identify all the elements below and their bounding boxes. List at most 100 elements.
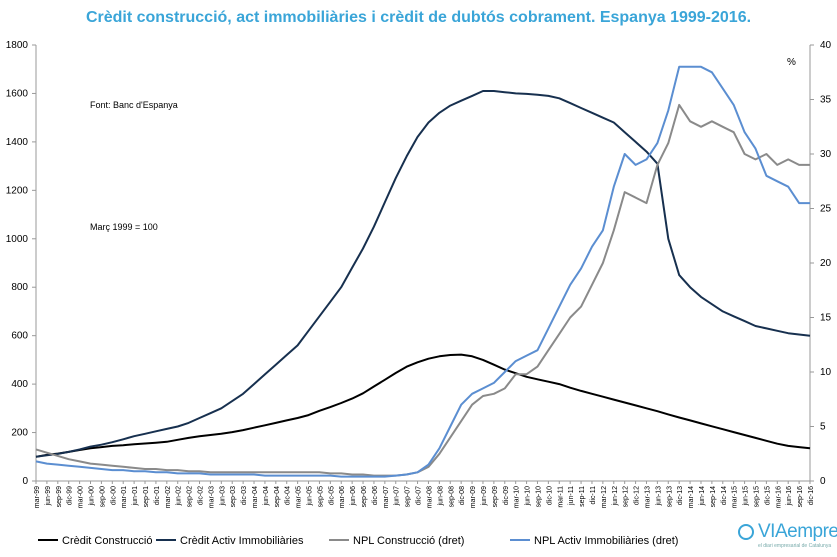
chart-title: Crèdit construcció, act immobiliàries i … [85, 9, 752, 26]
x-tick-label: mar-04 [252, 486, 259, 508]
annotation-source: Font: Banc d'Espanya [90, 100, 178, 110]
x-tick-label: jun-13 [655, 486, 662, 507]
x-tick-label: sep-06 [361, 486, 368, 508]
y-left-tick-label: 600 [11, 331, 28, 342]
x-tick-label: jun-02 [176, 486, 183, 507]
x-tick-label: jun-05 [307, 486, 314, 507]
y-right-tick-label: 40 [820, 40, 832, 51]
x-tick-label: dic-14 [721, 486, 728, 505]
x-tick-label: dic-99 [67, 486, 74, 505]
x-tick-label: sep-16 [797, 486, 804, 508]
series-line-2 [35, 90, 811, 458]
y-right-tick-label: 25 [820, 204, 832, 215]
x-tick-label: jun-00 [89, 486, 96, 507]
x-tick-label: mar-99 [34, 486, 41, 508]
legend-label-2: Crèdit Activ Immobiliàries [180, 535, 304, 547]
annotation-base: Març 1999 = 100 [90, 222, 158, 232]
x-tick-label: dic-10 [546, 486, 553, 505]
y-left-tick-label: 1400 [6, 137, 29, 148]
x-tick-label: sep-10 [535, 486, 542, 508]
lightbulb-icon [738, 524, 754, 540]
x-tick-label: jun-10 [525, 486, 532, 507]
x-tick-label: jun-15 [743, 486, 750, 507]
y-right-tick-label: 10 [820, 367, 832, 378]
legend-label-1: Crèdit Construcció [62, 535, 152, 547]
x-tick-label: mar-10 [514, 486, 521, 508]
x-tick-label: mar-05 [296, 486, 303, 508]
legend-label-3: NPL Construcció (dret) [353, 535, 464, 547]
x-tick-label: jun-03 [219, 486, 226, 507]
y-right-tick-label: 30 [820, 149, 832, 160]
x-tick-label: dic-07 [416, 486, 423, 505]
x-tick-label: mar-08 [426, 486, 433, 508]
x-tick-label: jun-12 [612, 486, 619, 507]
y-right-tick-label: 0 [820, 476, 826, 487]
x-tick-label: dic-12 [634, 486, 641, 505]
logo-tagline: el diari empresarial de Catalunya [758, 543, 832, 549]
y-left-tick-label: 1600 [6, 88, 29, 99]
x-tick-label: sep-99 [56, 486, 63, 508]
x-tick-label: jun-09 [481, 486, 488, 507]
x-tick-label: jun-01 [132, 486, 139, 507]
y-left-tick-label: 200 [11, 428, 28, 439]
x-tick-label: sep-01 [143, 486, 150, 508]
x-tick-label: sep-00 [99, 486, 106, 508]
x-tick-label: sep-15 [753, 486, 760, 508]
x-tick-label: mar-03 [208, 486, 215, 508]
x-tick-label: mar-15 [732, 486, 739, 508]
x-tick-label: sep-12 [623, 486, 630, 508]
logo-wordmark: VIAempresa [758, 521, 837, 543]
x-tick-label: sep-03 [230, 486, 237, 508]
logo-wordmark-bold: empresa [787, 521, 837, 542]
x-tick-label: dic-00 [110, 486, 117, 505]
x-tick-label: dic-15 [764, 486, 771, 505]
x-tick-label: dic-08 [459, 486, 466, 505]
x-tick-label: mar-12 [601, 486, 608, 508]
x-tick-label: mar-14 [688, 486, 695, 508]
x-tick-label: sep-02 [187, 486, 194, 508]
x-tick-label: jun-08 [437, 486, 444, 507]
x-tick-label: dic-09 [503, 486, 510, 505]
y-right-tick-label: 5 [820, 422, 826, 433]
x-tick-label: jun-11 [568, 486, 575, 506]
x-tick-label: dic-11 [590, 486, 597, 505]
y-left-tick-label: 1000 [6, 234, 29, 245]
x-tick-label: mar-16 [775, 486, 782, 508]
x-tick-label: sep-11 [579, 486, 586, 507]
x-tick-label: mar-00 [78, 486, 85, 508]
y-left-tick-label: 800 [11, 282, 28, 293]
y-left-tick-label: 1200 [6, 185, 29, 196]
x-tick-label: dic-13 [677, 486, 684, 505]
series-line-1 [35, 353, 811, 458]
y-right-tick-label: 35 [820, 95, 832, 106]
x-tick-label: mar-02 [165, 486, 172, 508]
y-right-tick-label: 15 [820, 313, 832, 324]
legend-label-4: NPL Activ Immobiliàries (dret) [534, 535, 678, 547]
y-left-tick-label: 0 [22, 476, 28, 487]
x-tick-label: mar-11 [557, 486, 564, 508]
y-right-tick-label: 20 [820, 258, 832, 269]
series-line-4 [35, 65, 810, 478]
x-tick-label: sep-13 [666, 486, 673, 508]
y-left-tick-label: 1800 [6, 40, 29, 51]
x-tick-label: dic-06 [372, 486, 379, 505]
x-tick-label: mar-06 [339, 486, 346, 508]
x-tick-label: jun-14 [699, 486, 706, 507]
x-tick-label: dic-01 [154, 486, 161, 505]
y-left-tick-label: 400 [11, 379, 28, 390]
x-tick-label: sep-14 [710, 486, 717, 508]
x-tick-label: mar-09 [470, 486, 477, 508]
x-tick-label: mar-13 [644, 486, 651, 508]
x-tick-label: sep-07 [405, 486, 412, 508]
viaempresa-logo: VIAempresa el diari empresarial de Catal… [736, 521, 837, 551]
x-tick-label: mar-01 [121, 486, 128, 508]
x-tick-label: dic-05 [328, 486, 335, 505]
x-tick-label: jun-07 [394, 486, 401, 507]
x-tick-label: dic-03 [241, 486, 248, 505]
logo-wordmark-light: VIA [758, 521, 788, 542]
x-tick-label: dic-04 [285, 486, 292, 505]
x-tick-label: sep-09 [492, 486, 499, 508]
right-axis-unit: % [787, 57, 796, 68]
